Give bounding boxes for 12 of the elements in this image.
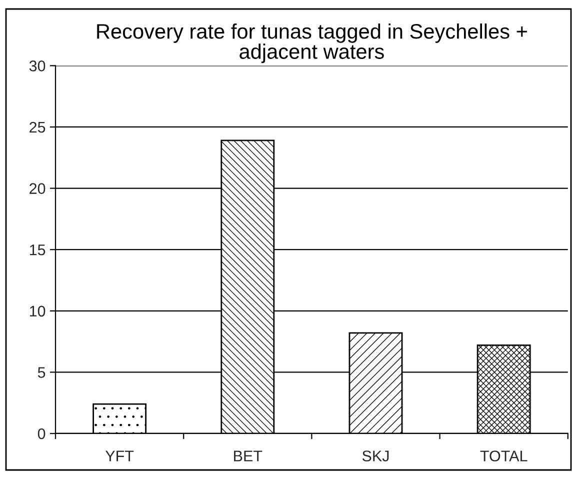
chart-title: Recovery rate for tunas tagged in Seychelles + adjacent waters	[97, 23, 527, 64]
x-tick-label: BET	[234, 450, 262, 462]
y-tick-label: 5	[38, 367, 46, 378]
x-tick-label: SKJ	[362, 450, 389, 462]
y-tick-label: 20	[30, 183, 46, 194]
y-tick-label: 10	[30, 306, 46, 317]
x-tick-label: YFT	[105, 450, 134, 462]
y-tick-label: 30	[29, 60, 46, 72]
y-tick-label: 25	[30, 122, 46, 133]
y-tick-label: 15	[30, 244, 46, 256]
x-tick-label: TOTAL	[480, 450, 528, 462]
y-tick-label: 0	[38, 428, 46, 440]
